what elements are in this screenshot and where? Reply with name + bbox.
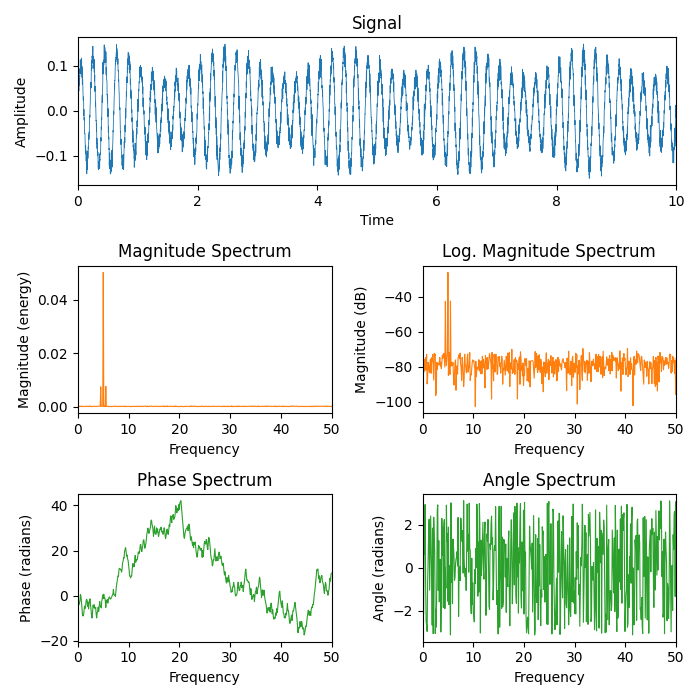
Title: Angle Spectrum: Angle Spectrum <box>483 472 616 490</box>
X-axis label: Frequency: Frequency <box>169 442 241 456</box>
Title: Phase Spectrum: Phase Spectrum <box>137 472 272 490</box>
Y-axis label: Amplitude: Amplitude <box>15 76 29 147</box>
X-axis label: Time: Time <box>360 214 394 228</box>
Title: Signal: Signal <box>351 15 402 33</box>
X-axis label: Frequency: Frequency <box>514 442 585 456</box>
Y-axis label: Magnitude (dB): Magnitude (dB) <box>356 286 370 393</box>
Y-axis label: Phase (radians): Phase (radians) <box>20 514 34 622</box>
X-axis label: Frequency: Frequency <box>169 671 241 685</box>
Y-axis label: Magnitude (energy): Magnitude (energy) <box>18 271 32 408</box>
Title: Magnitude Spectrum: Magnitude Spectrum <box>118 244 291 261</box>
Y-axis label: Angle (radians): Angle (radians) <box>373 514 387 621</box>
X-axis label: Frequency: Frequency <box>514 671 585 685</box>
Title: Log. Magnitude Spectrum: Log. Magnitude Spectrum <box>442 244 656 261</box>
